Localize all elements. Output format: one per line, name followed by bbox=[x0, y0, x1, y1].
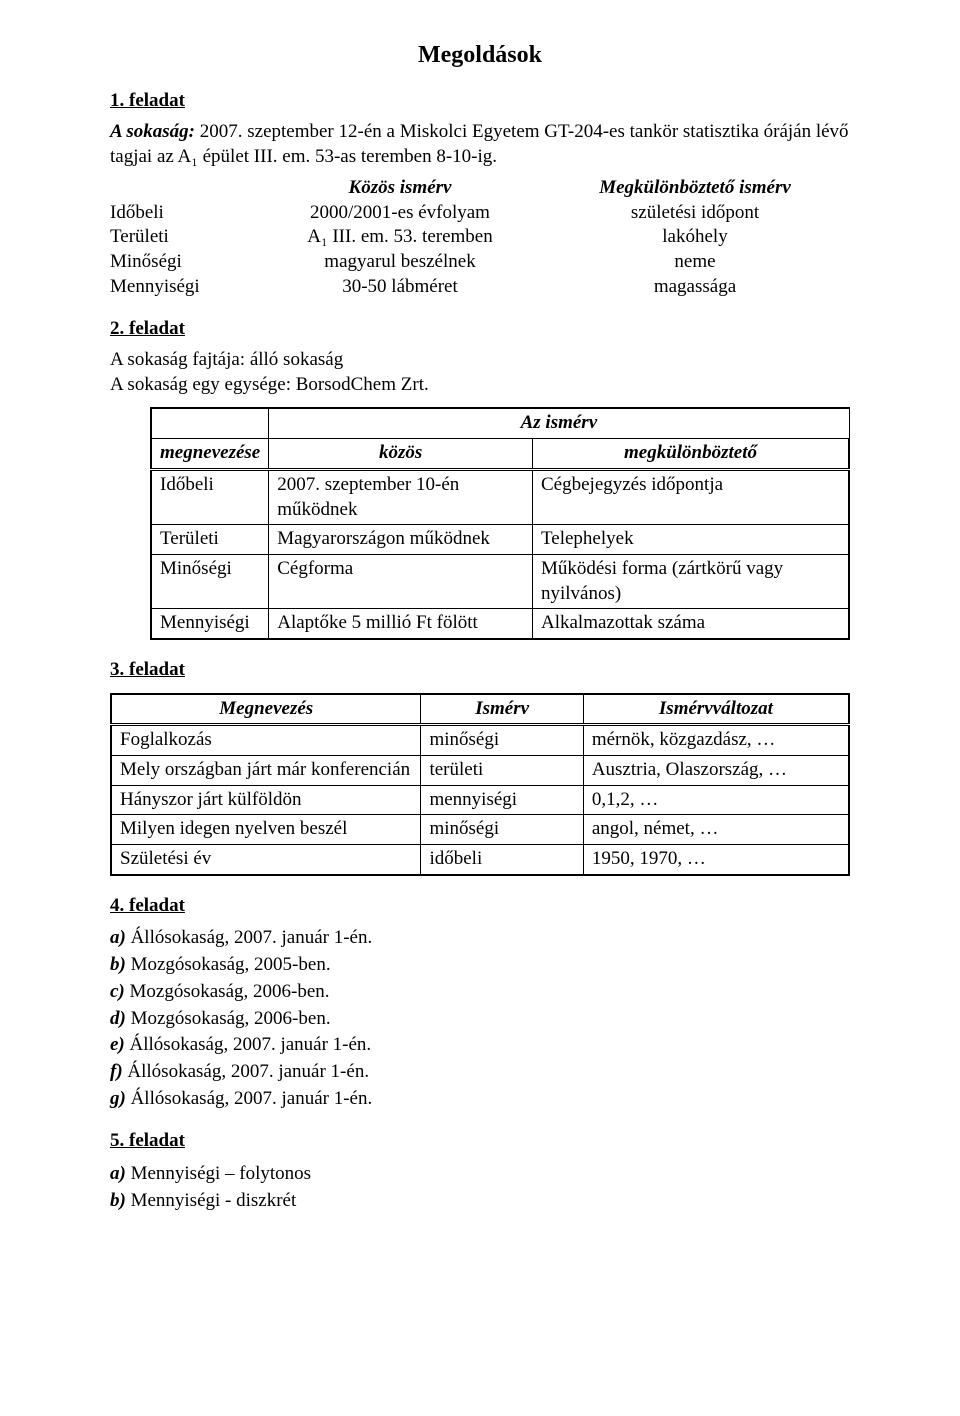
a4c-lbl: c) bbox=[110, 981, 125, 1002]
t1-r1c2: 2000/2001-es évfolyam bbox=[270, 201, 530, 226]
t1-r2c3: lakóhely bbox=[540, 225, 850, 250]
t2-r0c0: Időbeli bbox=[151, 469, 269, 524]
t2-htop: Az ismérv bbox=[269, 408, 849, 438]
page-title: Megoldások bbox=[110, 40, 850, 71]
a4a-lbl: a) bbox=[110, 927, 126, 948]
a5a: Mennyiségi – folytonos bbox=[126, 1163, 311, 1184]
heading-4: 4. feladat bbox=[110, 894, 850, 919]
t3-r3c2: angol, német, … bbox=[583, 815, 849, 845]
t2-r3c0: Mennyiségi bbox=[151, 609, 269, 639]
answers-5: a) Mennyiségi – folytonos b) Mennyiségi … bbox=[110, 1162, 850, 1213]
heading-3: 3. feladat bbox=[110, 658, 850, 683]
t3-h3: Ismérvváltozat bbox=[583, 694, 849, 725]
paragraph-2a: A sokaság fajtája: álló sokaság bbox=[110, 348, 850, 373]
t3-r4c2: 1950, 1970, … bbox=[583, 845, 849, 875]
a4f-lbl: f) bbox=[110, 1061, 123, 1082]
t3-r2c2: 0,1,2, … bbox=[583, 785, 849, 815]
t2-r0c1: 2007. szeptember 10-én működnek bbox=[269, 469, 533, 524]
t2-r2c1: Cégforma bbox=[269, 554, 533, 608]
a4c: Mozgósokaság, 2006-ben. bbox=[125, 981, 330, 1002]
a4e: Állósokaság, 2007. január 1-én. bbox=[125, 1034, 371, 1055]
table-1-head-common: Közös ismérv bbox=[270, 176, 530, 201]
t3-r0c2: mérnök, közgazdász, … bbox=[583, 725, 849, 756]
table-1: Közös ismérv Megkülönböztető ismérv Időb… bbox=[110, 176, 850, 299]
t3-h2: Ismérv bbox=[421, 694, 583, 725]
a4d-lbl: d) bbox=[110, 1008, 126, 1029]
t2-r2c2: Működési forma (zártkörű vagy nyilvános) bbox=[533, 554, 850, 608]
a4a: Állósokaság, 2007. január 1-én. bbox=[126, 927, 372, 948]
t3-r2c1: mennyiségi bbox=[421, 785, 583, 815]
table-1-head-diff: Megkülönböztető ismérv bbox=[540, 176, 850, 201]
a4b: Mozgósokaság, 2005-ben. bbox=[126, 954, 331, 975]
t1-r1c1: Időbeli bbox=[110, 201, 260, 226]
t3-r1c0: Mely országban járt már konferencián bbox=[111, 756, 421, 786]
table-2: Az ismérv megnevezése közös megkülönbözt… bbox=[150, 407, 850, 640]
t3-r1c1: területi bbox=[421, 756, 583, 786]
t1-r4c3: magassága bbox=[540, 275, 850, 300]
a4d: Mozgósokaság, 2006-ben. bbox=[126, 1008, 331, 1029]
heading-1: 1. feladat bbox=[110, 89, 850, 114]
heading-5: 5. feladat bbox=[110, 1129, 850, 1154]
t1-r4c2: 30-50 lábméret bbox=[270, 275, 530, 300]
t1-r4c1: Mennyiségi bbox=[110, 275, 260, 300]
t1-r3c3: neme bbox=[540, 250, 850, 275]
paragraph-1: A sokaság: 2007. szeptember 12-én a Misk… bbox=[110, 120, 850, 169]
a4f: Állósokaság, 2007. január 1-én. bbox=[123, 1061, 369, 1082]
heading-2: 2. feladat bbox=[110, 317, 850, 342]
a4g-lbl: g) bbox=[110, 1088, 126, 1109]
t2-r1c2: Telephelyek bbox=[533, 525, 850, 555]
t2-r3c1: Alaptőke 5 millió Ft fölött bbox=[269, 609, 533, 639]
t3-r4c1: időbeli bbox=[421, 845, 583, 875]
t2-hdiff: megkülönböztető bbox=[533, 439, 850, 470]
a5b: Mennyiségi - diszkrét bbox=[126, 1190, 296, 1211]
table-3: Megnevezés Ismérv Ismérvváltozat Foglalk… bbox=[110, 693, 850, 876]
t3-r2c0: Hányszor járt külföldön bbox=[111, 785, 421, 815]
t1-r3c2: magyarul beszélnek bbox=[270, 250, 530, 275]
t2-r1c0: Területi bbox=[151, 525, 269, 555]
t3-h1: Megnevezés bbox=[111, 694, 421, 725]
a4e-lbl: e) bbox=[110, 1034, 125, 1055]
t1-r2c2: A₁ III. em. 53. teremben bbox=[270, 225, 530, 250]
a4b-lbl: b) bbox=[110, 954, 126, 975]
t2-r3c2: Alkalmazottak száma bbox=[533, 609, 850, 639]
document-page: Megoldások 1. feladat A sokaság: 2007. s… bbox=[0, 0, 960, 1416]
t3-r3c0: Milyen idegen nyelven beszél bbox=[111, 815, 421, 845]
a4g: Állósokaság, 2007. január 1-én. bbox=[126, 1088, 372, 1109]
t2-r2c0: Minőségi bbox=[151, 554, 269, 608]
t1-r2c1: Területi bbox=[110, 225, 260, 250]
t3-r0c0: Foglalkozás bbox=[111, 725, 421, 756]
paragraph-2b: A sokaság egy egysége: BorsodChem Zrt. bbox=[110, 373, 850, 398]
t2-r1c1: Magyarországon működnek bbox=[269, 525, 533, 555]
paragraph-1-text: 2007. szeptember 12-én a Miskolci Egyete… bbox=[110, 121, 849, 167]
t1-r3c1: Minőségi bbox=[110, 250, 260, 275]
a5b-lbl: b) bbox=[110, 1190, 126, 1211]
answers-4: a) Állósokaság, 2007. január 1-én. b) Mo… bbox=[110, 926, 850, 1111]
t2-r0c2: Cégbejegyzés időpontja bbox=[533, 469, 850, 524]
t3-r0c1: minőségi bbox=[421, 725, 583, 756]
t1-r1c3: születési időpont bbox=[540, 201, 850, 226]
t3-r3c1: minőségi bbox=[421, 815, 583, 845]
t3-r1c2: Ausztria, Olaszország, … bbox=[583, 756, 849, 786]
a5a-lbl: a) bbox=[110, 1163, 126, 1184]
paragraph-1-label: A sokaság: bbox=[110, 121, 195, 142]
t2-hcommon: közös bbox=[269, 439, 533, 470]
t2-hname: megnevezése bbox=[151, 439, 269, 470]
t3-r4c0: Születési év bbox=[111, 845, 421, 875]
